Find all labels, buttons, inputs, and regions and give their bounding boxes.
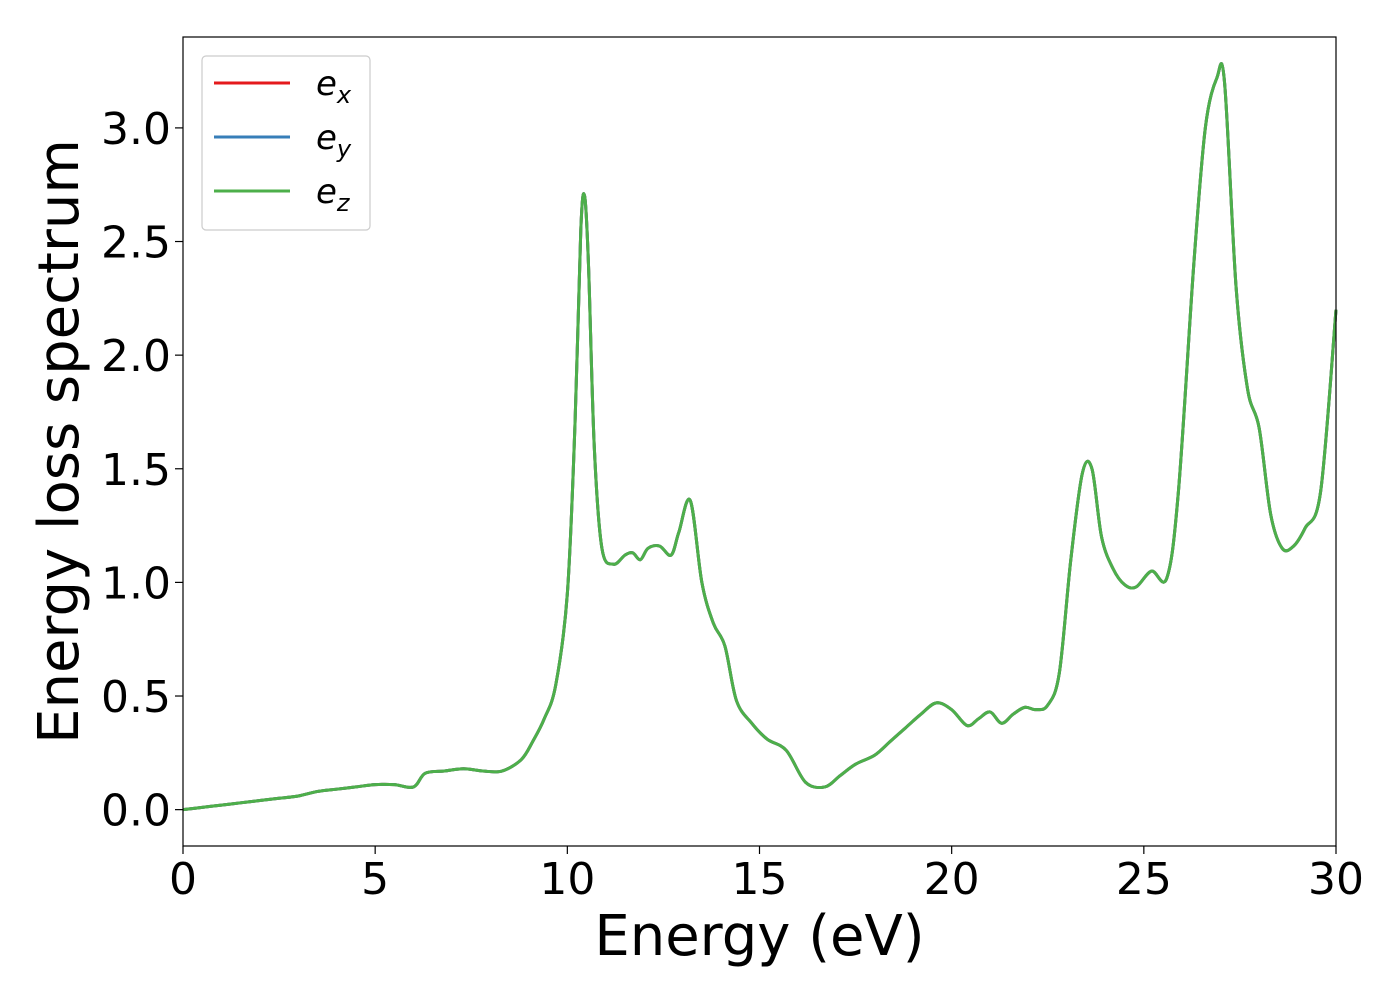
y-tick-label: 0.5: [101, 672, 171, 723]
series-layer: [182, 62, 1338, 812]
legend-label-e-y: ey: [316, 118, 352, 163]
x-tick-label: 15: [732, 854, 788, 905]
x-tick-label: 10: [539, 854, 595, 905]
y-tick-label: 2.5: [101, 218, 171, 269]
y-tick-label: 1.5: [101, 445, 171, 496]
ticks-layer: 0 5 10 15 20 25 30 0.0 0.5 1.0 1.5 2.0 2.5 3.0: [101, 104, 1364, 905]
legend-label-base: e: [316, 64, 337, 104]
legend-label-base: e: [316, 118, 337, 158]
series-line-e-z: [182, 62, 1338, 812]
x-axis-title: Energy (eV): [594, 904, 924, 969]
x-tick-label: 30: [1308, 854, 1364, 905]
y-tick-label: 3.0: [101, 104, 171, 155]
x-tick-label: 0: [169, 854, 197, 905]
legend-label-subscript: z: [336, 189, 351, 217]
y-tick-label: 0.0: [101, 786, 171, 837]
x-tick-label: 20: [924, 854, 980, 905]
legend-label-e-x: ex: [316, 64, 352, 109]
x-tick-label: 5: [361, 854, 389, 905]
legend-label-e-z: ez: [316, 172, 351, 217]
plot-frame: [182, 36, 1337, 847]
legend-label-base: e: [316, 172, 337, 212]
y-tick-label: 1.0: [101, 558, 171, 609]
y-axis-title: Energy loss spectrum: [27, 139, 92, 744]
y-tick-label: 2.0: [101, 331, 171, 382]
x-tick-label: 25: [1116, 854, 1172, 905]
legend-label-subscript: x: [336, 81, 352, 109]
legend-label-subscript: y: [336, 135, 352, 163]
legend-box: [201, 55, 371, 231]
